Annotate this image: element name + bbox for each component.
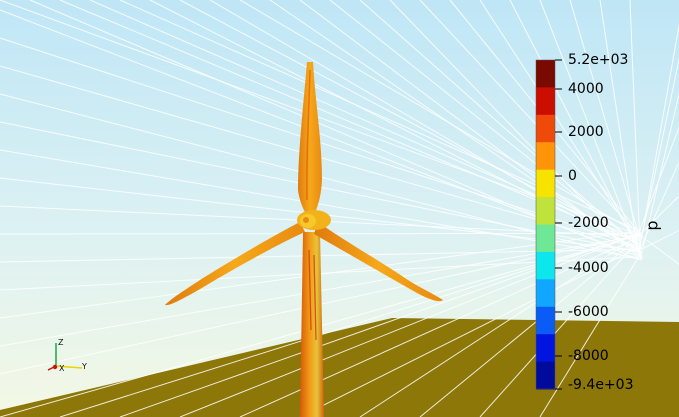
axis-x-label: X [59, 364, 65, 373]
colorbar-label-neg8000: -8000 [568, 349, 609, 363]
colorbar-label-max: 5.2e+03 [568, 53, 628, 67]
colorbar-segment [536, 279, 555, 307]
colorbar-segment [536, 60, 555, 88]
colorbar-label-min: -9.4e+03 [568, 378, 633, 392]
colorbar-segment [536, 252, 555, 280]
colorbar-label-4000: 4000 [568, 82, 604, 96]
colorbar-segment [536, 225, 555, 253]
axis-z-label: Z [58, 338, 64, 347]
colorbar-title: p [643, 220, 662, 230]
colorbar-segment [536, 115, 555, 143]
colorbar-segment [536, 334, 555, 362]
colorbar-segment [536, 87, 555, 115]
colorbar-label-neg6000: -6000 [568, 305, 609, 319]
colorbar-segment [536, 142, 555, 170]
colorbar-segment [536, 197, 555, 225]
colorbar-label-neg2000: -2000 [568, 216, 609, 230]
axis-y-label: Y [81, 362, 87, 371]
turbine-tower [300, 232, 324, 417]
colorbar-label-2000: 2000 [568, 125, 604, 139]
colorbar-segment [536, 307, 555, 335]
colorbar-label-0: 0 [568, 169, 577, 183]
colorbar-segment [536, 170, 555, 198]
colorbar-segment [536, 362, 555, 390]
colorbar-label-neg4000: -4000 [568, 261, 609, 275]
